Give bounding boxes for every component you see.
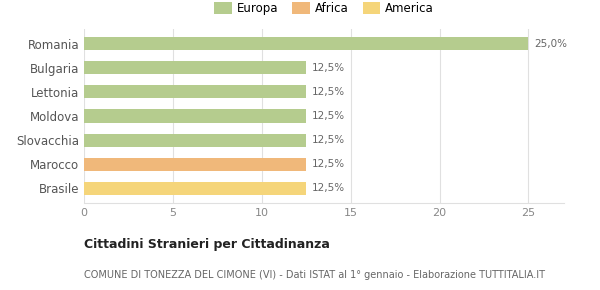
Text: 12,5%: 12,5%: [311, 63, 344, 73]
Bar: [84, 109, 306, 123]
Bar: [84, 61, 306, 74]
Text: 12,5%: 12,5%: [311, 135, 344, 145]
Text: 12,5%: 12,5%: [311, 159, 344, 169]
Bar: [84, 133, 306, 147]
Bar: [84, 158, 306, 171]
Legend: Europa, Africa, America: Europa, Africa, America: [209, 0, 439, 20]
Bar: [84, 182, 306, 195]
Text: COMUNE DI TONEZZA DEL CIMONE (VI) - Dati ISTAT al 1° gennaio - Elaborazione TUTT: COMUNE DI TONEZZA DEL CIMONE (VI) - Dati…: [84, 270, 545, 280]
Text: Cittadini Stranieri per Cittadinanza: Cittadini Stranieri per Cittadinanza: [84, 238, 330, 251]
Text: 12,5%: 12,5%: [311, 184, 344, 193]
Text: 12,5%: 12,5%: [311, 111, 344, 121]
Bar: [84, 37, 529, 50]
Text: 12,5%: 12,5%: [311, 87, 344, 97]
Bar: [84, 85, 306, 99]
Text: 25,0%: 25,0%: [534, 39, 567, 48]
